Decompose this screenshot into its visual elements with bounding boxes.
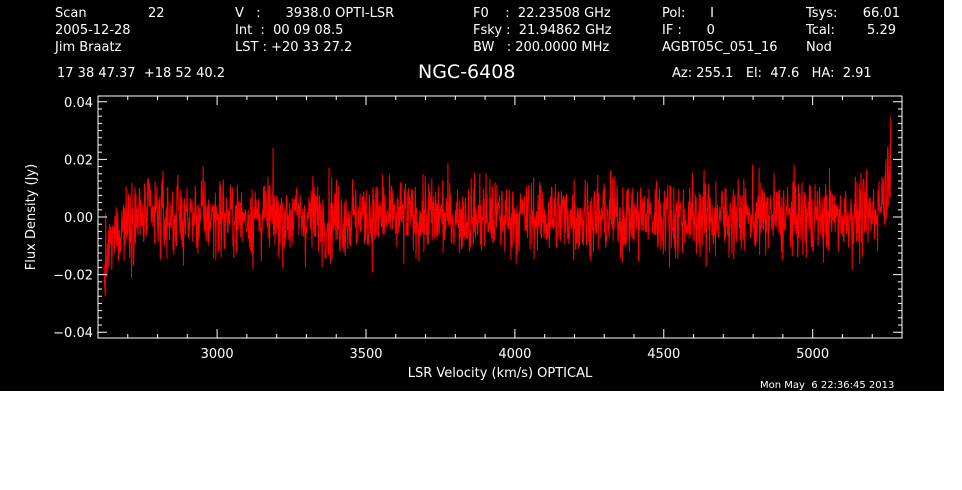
spectrum-series-line: [103, 116, 892, 297]
header-bandwidth: BW : 200.0000 MHz: [473, 40, 610, 55]
header-tcal-label: Tcal:: [806, 23, 835, 38]
header-scan-label: Scan: [55, 6, 87, 21]
y-tick-label: 0.00: [64, 211, 93, 226]
y-tick-label: 0.04: [64, 96, 93, 111]
header-tsys-label: Tsys:: [806, 6, 838, 21]
x-tick-label: 4000: [498, 347, 531, 362]
y-tick-label: −0.04: [53, 326, 93, 341]
header-scan-number: 22: [148, 6, 165, 21]
header-nod-label: Nod: [806, 40, 832, 55]
x-axis-label: LSR Velocity (km/s) OPTICAL: [408, 366, 593, 381]
spectrum-chart: 3000 3500 4000 4500 5000 −0.04 −0.02 0.00 0.02 0.…: [24, 95, 903, 381]
x-tick-label: 3500: [349, 347, 382, 362]
header-fsky: Fsky : 21.94862 GHz: [473, 23, 612, 38]
tick-layer: [97, 96, 903, 338]
header-pointing: Az: 255.1 El: 47.6 HA: 2.91: [672, 66, 872, 81]
header-project: AGBT05C_051_16: [662, 40, 778, 55]
label-layer: 3000 3500 4000 4500 5000 −0.04 −0.02 0.00 0.02 0.…: [53, 96, 829, 362]
header-tsys-value: 66.01: [862, 6, 900, 21]
header-date: 2005-12-28: [55, 23, 131, 38]
x-tick-label: 4500: [647, 347, 680, 362]
y-axis-label: Flux Density (Jy): [24, 164, 39, 270]
header-f0: F0 : 22.23508 GHz: [473, 6, 611, 21]
x-tick-label: 5000: [796, 347, 829, 362]
x-tick-label: 3000: [201, 347, 234, 362]
spectrum-trace-layer: [103, 116, 892, 297]
source-title: NGC-6408: [418, 61, 516, 83]
header-coordinates: 17 38 47.37 +18 52 40.2: [57, 66, 226, 81]
header-lst: LST : +20 33 27.2: [235, 40, 353, 55]
header-velocity: V : 3938.0 OPTI-LSR: [235, 6, 395, 21]
y-tick-label: −0.02: [53, 269, 93, 284]
plot-panel: Scan 22 2005-12-28 Jim Braatz V : 3938.0…: [0, 0, 944, 391]
header-observer: Jim Braatz: [55, 40, 122, 55]
y-tick-label: 0.02: [64, 153, 93, 168]
header-tcal-value: 5.29: [867, 23, 896, 38]
header-integration: Int : 00 09 08.5: [235, 23, 344, 38]
header-pol: Pol: I: [662, 6, 714, 21]
timestamp: Mon May 6 22:36:45 2013: [760, 380, 895, 391]
header-if: IF : 0: [662, 23, 715, 38]
